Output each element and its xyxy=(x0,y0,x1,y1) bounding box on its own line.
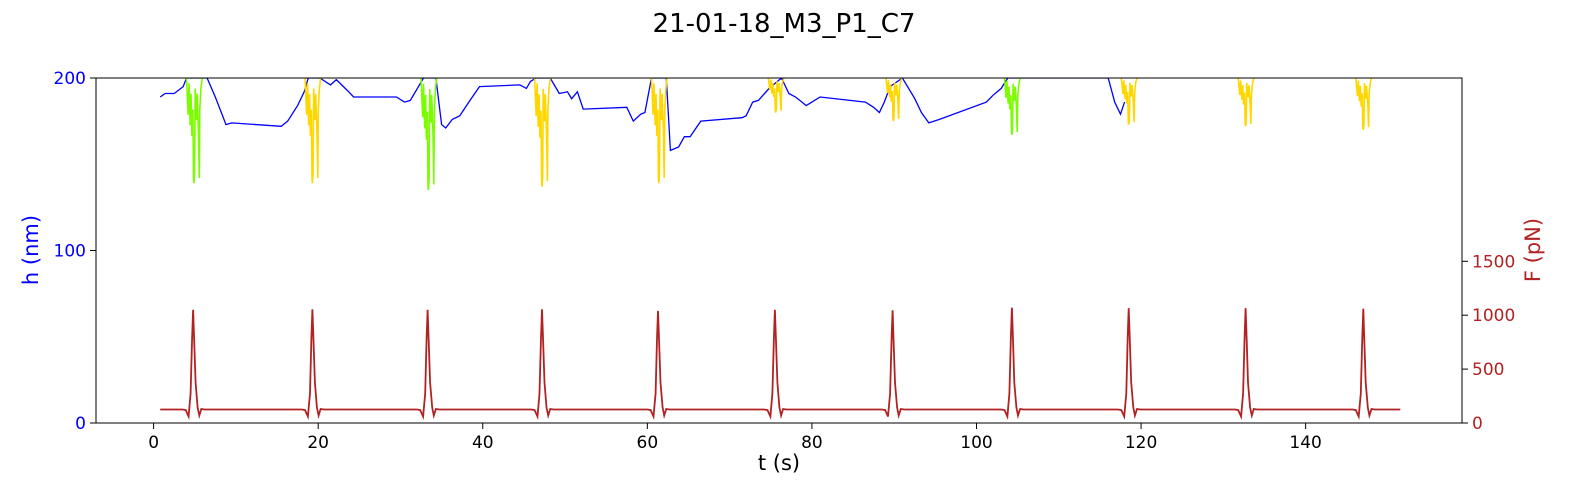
y-axis-left-label: h (nm) xyxy=(19,215,43,285)
compression-segment xyxy=(885,78,903,122)
x-tick-label: 80 xyxy=(801,433,823,453)
y-axis-left: 0 100 200 xyxy=(54,69,96,434)
compression-segment xyxy=(533,78,551,187)
y-right-tick-label: 1000 xyxy=(1472,306,1515,326)
compression-segment xyxy=(650,78,668,184)
x-tick-label: 60 xyxy=(637,433,659,453)
y-axis-right: 0 500 1000 1500 xyxy=(1462,252,1515,434)
compression-segment xyxy=(1003,78,1021,136)
y-left-tick-label: 100 xyxy=(54,242,86,262)
x-tick-label: 100 xyxy=(960,433,992,453)
x-tick-label: 0 xyxy=(148,433,159,453)
x-axis-label: t (s) xyxy=(758,451,800,475)
compression-segment xyxy=(420,78,438,191)
force-series-line xyxy=(160,307,1401,421)
y-left-tick-label: 0 xyxy=(75,414,86,434)
plot-area xyxy=(95,77,1463,424)
y-left-tick-label: 200 xyxy=(54,69,86,89)
compression-segment xyxy=(1355,78,1373,130)
y-right-tick-label: 500 xyxy=(1472,360,1504,380)
plot-frame xyxy=(95,77,1463,424)
x-axis: 0 20 40 60 80 100 120 140 xyxy=(148,423,1322,453)
compression-segment xyxy=(304,78,322,184)
compression-segment xyxy=(1237,78,1255,127)
x-tick-label: 140 xyxy=(1289,433,1321,453)
x-tick-label: 40 xyxy=(472,433,494,453)
chart-title: 21-01-18_M3_P1_C7 xyxy=(653,9,916,39)
x-tick-label: 120 xyxy=(1125,433,1157,453)
compression-segment xyxy=(1120,78,1138,125)
x-tick-label: 20 xyxy=(307,433,329,453)
compression-segment xyxy=(767,78,785,113)
compression-segment xyxy=(185,78,203,184)
y-axis-right-label: F (pN) xyxy=(1521,218,1545,282)
y-right-tick-label: 0 xyxy=(1472,414,1483,434)
y-right-tick-label: 1500 xyxy=(1472,252,1515,272)
